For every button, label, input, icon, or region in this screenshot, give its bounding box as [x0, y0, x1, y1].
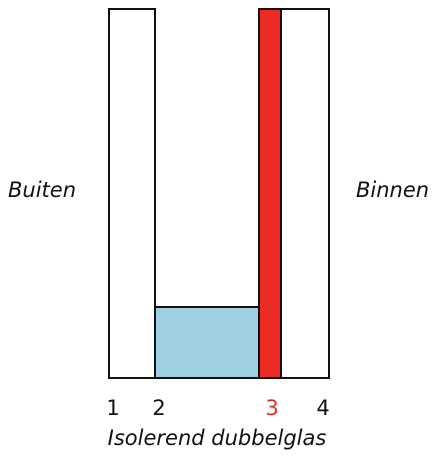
surface-number-3: 3	[265, 396, 279, 420]
inner-glass-pane	[280, 8, 330, 379]
diagram-caption: Isolerend dubbelglas	[107, 426, 327, 450]
outer-glass-pane	[108, 8, 156, 379]
inside-label: Binnen	[356, 178, 430, 202]
cavity-spacer	[154, 306, 260, 379]
outside-label: Buiten	[8, 178, 77, 202]
surface-number-1: 1	[106, 396, 120, 420]
low-e-coating-layer	[258, 8, 282, 379]
surface-number-4: 4	[316, 396, 330, 420]
surface-number-2: 2	[152, 396, 166, 420]
